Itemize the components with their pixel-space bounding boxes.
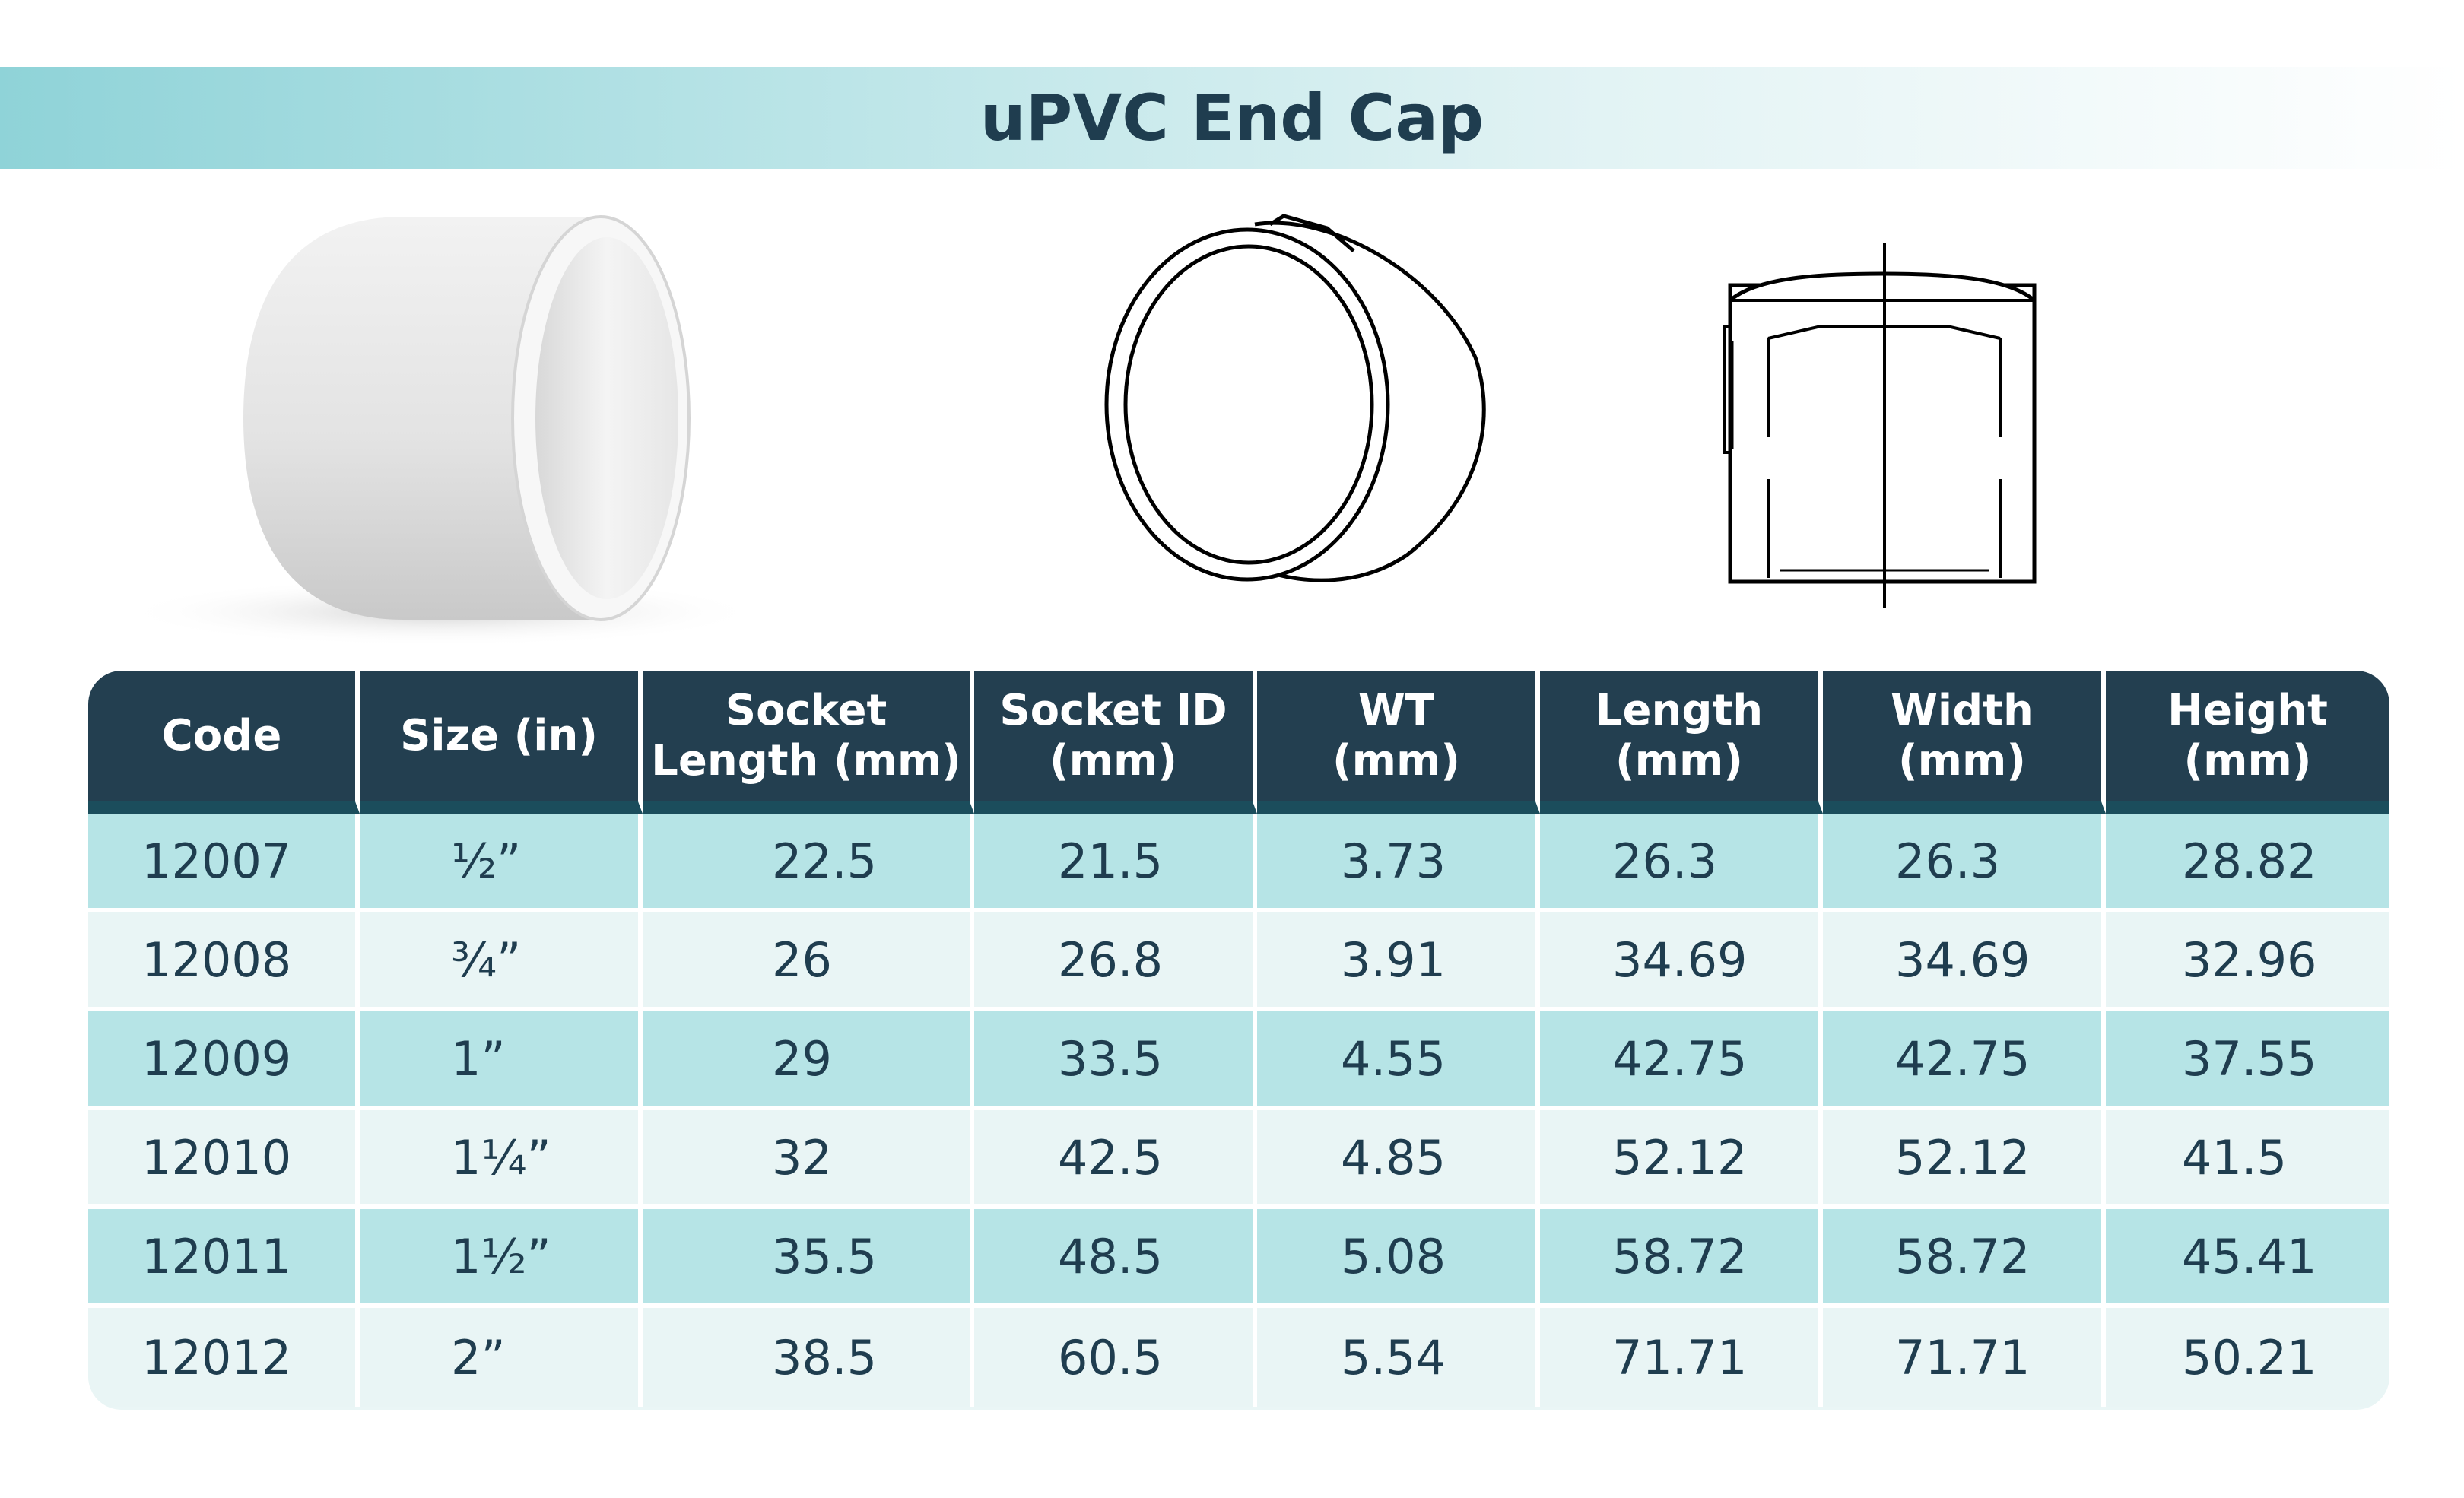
header-size: Size (in) (360, 671, 643, 814)
cell-length: 26.3 (1540, 814, 1823, 912)
cell-size: 2” (360, 1308, 643, 1407)
cell-width: 71.71 (1823, 1308, 2106, 1407)
cell-socket-id: 60.5 (974, 1308, 1257, 1407)
cell-socket-id: 48.5 (974, 1209, 1257, 1308)
cell-length: 34.69 (1540, 912, 1823, 1011)
cell-socket-id: 33.5 (974, 1011, 1257, 1110)
spec-table: Code Size (in) Socket Length (mm) Socket … (88, 671, 2389, 1407)
front-inner-ring (1123, 244, 1374, 565)
cell-socket-length: 35.5 (643, 1209, 974, 1308)
cell-width: 42.75 (1823, 1011, 2106, 1110)
cell-code: 12012 (88, 1308, 360, 1407)
cell-height: 50.21 (2106, 1308, 2389, 1407)
cell-wt: 4.55 (1257, 1011, 1540, 1110)
header-code: Code (88, 671, 360, 814)
cell-height: 45.41 (2106, 1209, 2389, 1308)
header-socket-length: Socket Length (mm) (643, 671, 974, 814)
cell-length: 52.12 (1540, 1110, 1823, 1209)
title-band (0, 67, 2464, 169)
spec-table-container: Code Size (in) Socket Length (mm) Socket … (88, 671, 2389, 1410)
cell-code: 12009 (88, 1011, 360, 1110)
cell-wt: 3.73 (1257, 814, 1540, 912)
table-row: 12011 1½” 35.5 48.5 5.08 58.72 58.72 45.… (88, 1209, 2389, 1308)
cell-wt: 3.91 (1257, 912, 1540, 1011)
cell-width: 58.72 (1823, 1209, 2106, 1308)
header-width: Width (mm) (1823, 671, 2106, 814)
end-cap-photo-image (122, 215, 760, 646)
table-row: 12010 1¼” 32 42.5 4.85 52.12 52.12 41.5 (88, 1110, 2389, 1209)
header-height: Height (mm) (2106, 671, 2389, 814)
cell-size: ¾” (360, 912, 643, 1011)
cell-socket-length: 29 (643, 1011, 974, 1110)
cell-wt: 4.85 (1257, 1110, 1540, 1209)
cell-size: ½” (360, 814, 643, 912)
end-cap-front-drawing (1104, 214, 1486, 582)
cell-socket-length: 26 (643, 912, 974, 1011)
header-socket-id: Socket ID (mm) (974, 671, 1257, 814)
front-tab (1269, 214, 1355, 252)
cell-socket-length: 32 (643, 1110, 974, 1209)
cell-code: 12007 (88, 814, 360, 912)
cell-width: 34.69 (1823, 912, 2106, 1011)
cell-socket-length: 22.5 (643, 814, 974, 912)
page-title: uPVC End Cap (980, 81, 1484, 155)
cell-width: 26.3 (1823, 814, 2106, 912)
cell-height: 28.82 (2106, 814, 2389, 912)
table-row: 12008 ¾” 26 26.8 3.91 34.69 34.69 32.96 (88, 912, 2389, 1011)
cell-size: 1¼” (360, 1110, 643, 1209)
table-row: 12012 2” 38.5 60.5 5.54 71.71 71.71 50.2… (88, 1308, 2389, 1407)
cell-code: 12010 (88, 1110, 360, 1209)
section-side-tab (1723, 325, 1730, 454)
section-outline (1728, 283, 2037, 584)
cell-height: 32.96 (2106, 912, 2389, 1011)
cell-socket-id: 42.5 (974, 1110, 1257, 1209)
cell-wt: 5.54 (1257, 1308, 1540, 1407)
cell-length: 42.75 (1540, 1011, 1823, 1110)
table-row: 12009 1” 29 33.5 4.55 42.75 42.75 37.55 (88, 1011, 2389, 1110)
cell-socket-id: 21.5 (974, 814, 1257, 912)
cell-height: 41.5 (2106, 1110, 2389, 1209)
cell-code: 12008 (88, 912, 360, 1011)
cell-length: 71.71 (1540, 1308, 1823, 1407)
cell-socket-length: 38.5 (643, 1308, 974, 1407)
cap-inner (535, 237, 678, 599)
table-header-row: Code Size (in) Socket Length (mm) Socket … (88, 671, 2389, 814)
cell-size: 1½” (360, 1209, 643, 1308)
cell-height: 37.55 (2106, 1011, 2389, 1110)
cap-body (243, 217, 601, 620)
cell-length: 58.72 (1540, 1209, 1823, 1308)
end-cap-section-drawing (1723, 243, 2037, 608)
cell-width: 52.12 (1823, 1110, 2106, 1209)
header-wt: WT (mm) (1257, 671, 1540, 814)
cell-socket-id: 26.8 (974, 912, 1257, 1011)
cell-code: 12011 (88, 1209, 360, 1308)
table-row: 12007 ½” 22.5 21.5 3.73 26.3 26.3 28.82 (88, 814, 2389, 912)
section-top-dome (1729, 271, 2036, 302)
header-length: Length (mm) (1540, 671, 1823, 814)
cell-size: 1” (360, 1011, 643, 1110)
cell-wt: 5.08 (1257, 1209, 1540, 1308)
